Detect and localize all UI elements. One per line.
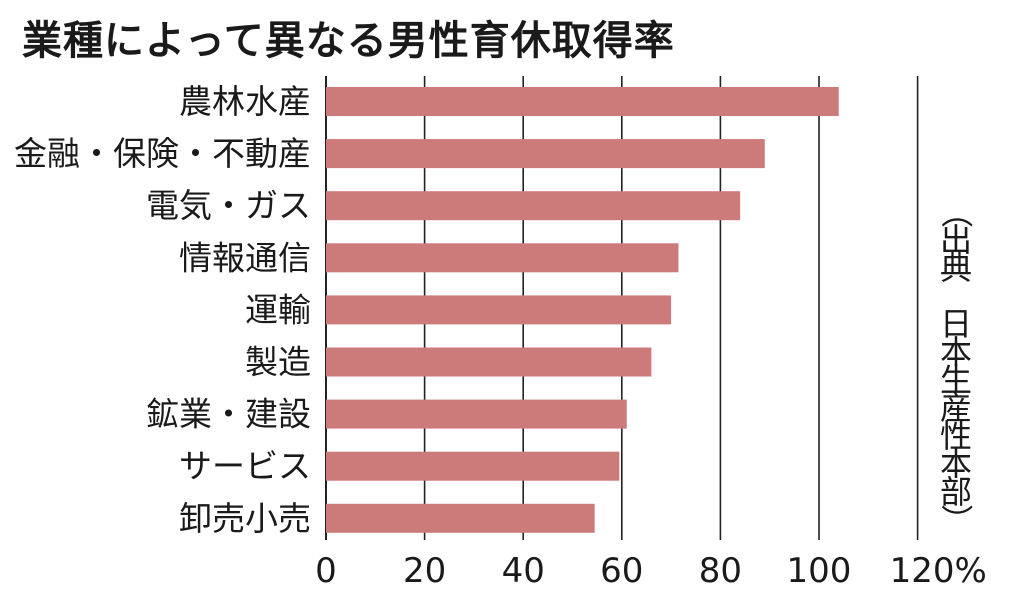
source-char: 典 [940,249,972,287]
bar-4 [326,295,672,325]
source-char: ） [937,504,975,536]
x-tick-label: 60 [600,551,643,591]
bar-3 [326,243,679,273]
x-axis-ticks: 0 20 40 60 80 100 120% [315,551,987,591]
bars [326,87,839,533]
x-tick-label: 0 [315,551,337,591]
category-label: 卸売小売 [179,499,311,538]
category-label: 運輸 [245,290,311,329]
category-label: 製造 [245,343,311,382]
source-char: 生 [940,361,972,399]
source-char: 性 [940,417,972,455]
category-label: 情報通信 [179,238,311,277]
x-tick-label: 80 [699,551,742,591]
category-label: サービス [179,447,311,486]
source-char: 産 [940,389,972,427]
bar-2 [326,191,741,221]
source-char: 出 [940,221,972,259]
category-label: 電気・ガス [146,186,311,225]
bar-6 [326,399,627,429]
bar-8 [326,503,595,533]
bar-0 [326,87,839,116]
bar-7 [326,451,620,481]
x-tick-label: 100 [787,551,852,591]
source-char: （ [937,196,975,228]
bar-1 [326,139,765,169]
x-tick-label: 20 [403,551,446,591]
bar-5 [326,347,652,377]
source-char: 本 [940,445,972,483]
x-tick-label: 120% [890,551,987,591]
source-char: 本 [940,333,972,371]
category-label: 農林水産 [179,82,311,121]
category-label: 鉱業・建設 [146,395,311,434]
x-tick-label: 40 [502,551,545,591]
source-char: 日 [940,305,972,343]
source-char: 部 [940,473,972,511]
category-label: 金融・保険・不動産 [14,134,311,173]
chart-title: 業種によって異なる男性育休取得率 [22,18,675,64]
